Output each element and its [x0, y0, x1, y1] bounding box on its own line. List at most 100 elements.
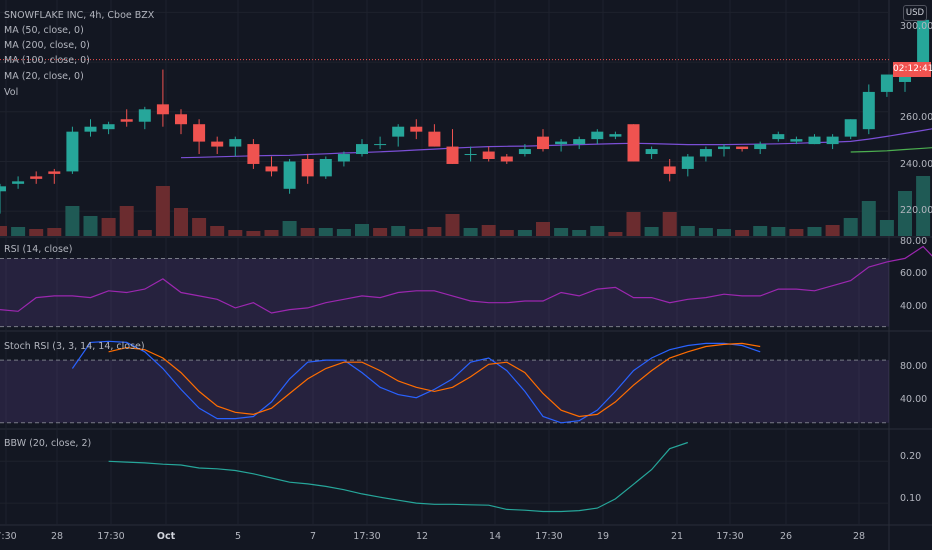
- volume-bar: [11, 227, 26, 236]
- stoch-k-line: [71, 340, 761, 424]
- volume-bar: [246, 231, 261, 236]
- candle-body: [790, 139, 803, 142]
- volume-bar: [879, 220, 894, 236]
- ma-100-label[interactable]: MA (100, close, 0): [4, 55, 90, 66]
- time-tick-label: 7: [309, 531, 317, 542]
- stoch-axis-label: 80.00: [900, 361, 928, 372]
- candle-body: [374, 144, 387, 146]
- rsi-label[interactable]: RSI (14, close): [4, 244, 73, 255]
- rsi-band: [0, 258, 889, 327]
- candle-body: [392, 126, 405, 137]
- rsi-axis-label: 80.00: [900, 236, 928, 247]
- candle-body: [319, 158, 332, 177]
- time-tick-label: 12: [415, 531, 429, 542]
- volume-bar: [318, 228, 333, 236]
- rsi-axis-label: 60.00: [900, 268, 928, 279]
- volume-bar: [536, 222, 550, 236]
- volume-bar: [119, 206, 134, 236]
- volume-bar: [228, 230, 243, 236]
- volume-bar: [481, 225, 496, 236]
- candle-body: [880, 74, 893, 92]
- volume-bar: [282, 221, 297, 236]
- candle-body: [120, 119, 133, 122]
- volume-bar: [391, 226, 406, 236]
- volume-bar: [463, 228, 478, 236]
- stoch-axis-label: 40.00: [900, 394, 928, 405]
- bbw-axis-label: 0.10: [900, 493, 922, 504]
- candle-body: [283, 161, 296, 189]
- candle-body: [627, 124, 640, 162]
- candle-body: [301, 158, 314, 177]
- last-price-tag: 02:12:41: [893, 62, 932, 77]
- volume-bar: [264, 230, 279, 236]
- candle-body: [591, 131, 604, 140]
- candle-body: [410, 126, 423, 132]
- time-tick-label: 19: [596, 531, 610, 542]
- candle-body: [30, 176, 43, 179]
- volume-bar: [47, 228, 62, 236]
- candle-body: [84, 126, 97, 132]
- price-axis-label: 220.00: [900, 205, 932, 216]
- time-tick-label: 5: [234, 531, 242, 542]
- price-axis-label: 240.00: [900, 159, 932, 170]
- candle-body: [0, 186, 6, 192]
- stoch-rsi-label[interactable]: Stoch RSI (3, 3, 14, 14, close): [4, 341, 145, 352]
- volume-bar: [409, 229, 424, 236]
- candle-body: [844, 119, 857, 137]
- candle-body: [537, 136, 549, 150]
- volume-bar: [807, 227, 822, 236]
- volume-bar: [499, 230, 514, 236]
- volume-bar: [336, 229, 351, 236]
- candle-body: [175, 114, 187, 125]
- candle-body: [482, 151, 495, 159]
- volume-bar: [572, 230, 587, 236]
- candle-body: [808, 136, 821, 145]
- volume-bar: [517, 230, 532, 236]
- rsi-line: [0, 245, 932, 314]
- candle-body: [102, 124, 115, 130]
- ma-line-green: [850, 147, 932, 153]
- ma-200-label[interactable]: MA (200, close, 0): [4, 40, 90, 51]
- time-tick-label: 17:30: [353, 531, 381, 542]
- volume-bar: [65, 206, 80, 236]
- volume-bar: [662, 212, 677, 236]
- candle-body: [211, 141, 224, 147]
- time-tick-label: 28: [852, 531, 866, 542]
- candle-body: [862, 91, 875, 130]
- candle-body: [265, 166, 278, 172]
- candle-body: [428, 131, 441, 147]
- stoch-d-line: [108, 342, 761, 418]
- volume-bar: [101, 218, 116, 236]
- currency-button[interactable]: USD: [903, 5, 927, 21]
- volume-bar: [789, 229, 804, 236]
- time-tick-label: 7:30: [0, 531, 17, 542]
- volume-label[interactable]: Vol: [4, 87, 19, 98]
- candle-body: [754, 144, 767, 150]
- time-tick-label: 14: [488, 531, 502, 542]
- volume-bar: [445, 214, 460, 236]
- time-tick-label: 26: [779, 531, 793, 542]
- candle-body: [138, 109, 151, 122]
- volume-bar: [192, 218, 207, 236]
- volume-bar: [427, 227, 442, 236]
- volume-bar: [0, 226, 7, 236]
- volume-bar: [861, 201, 876, 236]
- bbw-label[interactable]: BBW (20, close, 2): [4, 438, 92, 449]
- candle-body: [663, 166, 676, 174]
- volume-bar: [898, 191, 912, 236]
- ma-20-label[interactable]: MA (20, close, 0): [4, 71, 84, 82]
- candle-body: [12, 181, 25, 184]
- volume-bar: [373, 228, 388, 236]
- volume-bar: [83, 216, 98, 236]
- volume-bar: [29, 229, 44, 236]
- volume-bar: [590, 226, 605, 236]
- candle-body: [500, 156, 513, 162]
- price-axis-label: 260.00: [900, 112, 932, 123]
- rsi-axis-label: 40.00: [900, 301, 928, 312]
- volume-bar: [916, 176, 931, 236]
- candle-body: [826, 136, 839, 145]
- ma-50-label[interactable]: MA (50, close, 0): [4, 25, 84, 36]
- candle-body: [917, 19, 930, 65]
- time-tick-label: 21: [670, 531, 684, 542]
